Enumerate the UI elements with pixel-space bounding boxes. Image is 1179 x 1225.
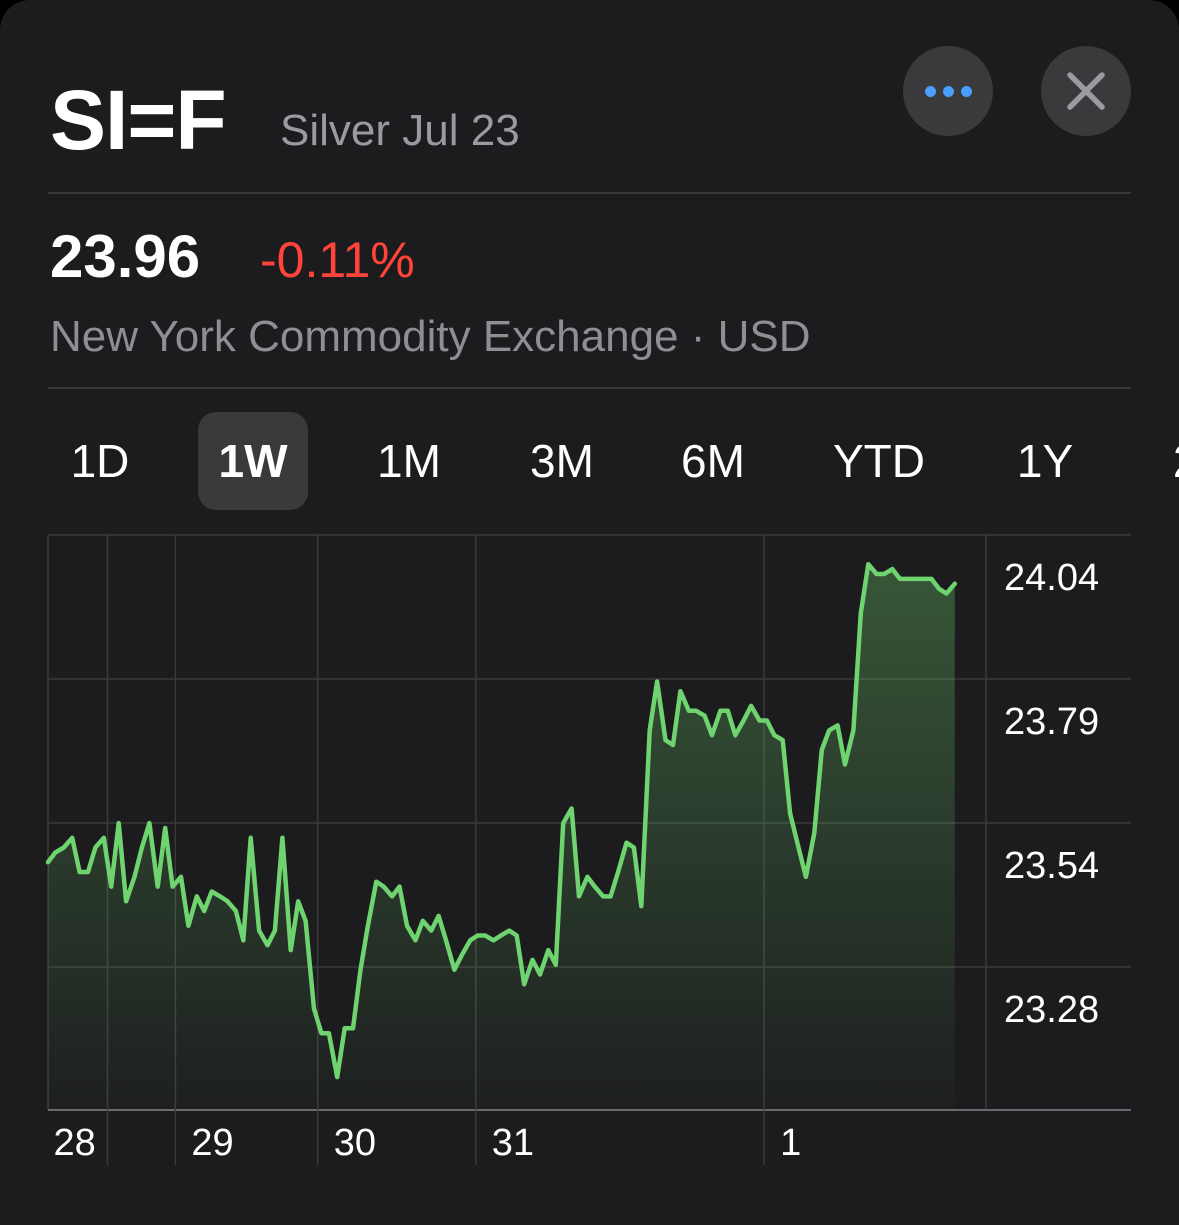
exchange-label: New York Commodity Exchange · USD <box>50 312 811 361</box>
range-tab-ytd[interactable]: YTD <box>833 435 925 487</box>
y-tick-label: 24.04 <box>1004 557 1099 599</box>
range-selector: 1D 1W 1M 3M 6M YTD 1Y 2Y <box>0 412 1179 510</box>
price-area <box>48 564 955 1110</box>
range-tab-2y[interactable]: 2Y <box>1146 412 1179 510</box>
price-line <box>45 561 958 1080</box>
close-button[interactable] <box>1041 46 1131 136</box>
instrument-name: Silver Jul 23 <box>280 106 520 155</box>
quote-divider <box>48 387 1131 389</box>
range-tab-1m[interactable]: 1M <box>377 435 441 487</box>
y-tick-label: 23.28 <box>1004 989 1099 1031</box>
range-tab-6m[interactable]: 6M <box>681 435 745 487</box>
range-tab-1d[interactable]: 1D <box>70 435 130 487</box>
y-tick-label: 23.54 <box>1004 845 1099 887</box>
x-tick-label: 31 <box>492 1122 534 1164</box>
ticker-symbol: SI=F <box>50 73 227 167</box>
x-tick-label: 30 <box>334 1122 376 1164</box>
y-tick-label: 23.79 <box>1004 701 1099 743</box>
x-tick-label: 28 <box>54 1122 96 1164</box>
current-price: 23.96 <box>50 223 201 290</box>
price-change: -0.11% <box>260 232 415 288</box>
x-tick-label: 1 <box>780 1122 801 1164</box>
range-tab-1y[interactable]: 1Y <box>1016 435 1074 487</box>
header-divider <box>48 192 1131 194</box>
price-chart[interactable]: 24.04 23.79 23.54 23.28 28 29 30 31 1 <box>0 530 1179 1180</box>
range-tab-3m[interactable]: 3M <box>530 435 594 487</box>
range-tab-1w[interactable]: 1W <box>198 412 308 510</box>
x-tick-label: 29 <box>191 1122 233 1164</box>
sheet-bottom <box>0 1210 1179 1225</box>
close-icon <box>1067 72 1105 110</box>
ellipsis-icon <box>921 85 975 97</box>
more-button[interactable] <box>903 46 993 136</box>
